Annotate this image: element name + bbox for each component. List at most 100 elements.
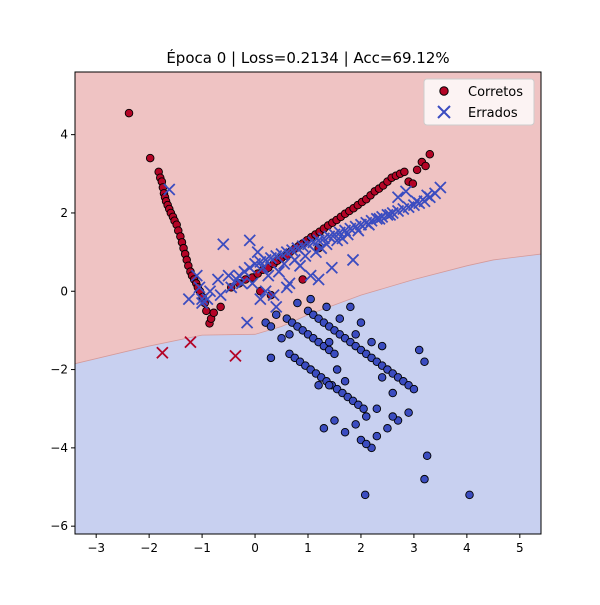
y-tick-label: 0 [60,284,68,298]
correct-point-class1 [420,474,429,484]
wrong-point-class1 [346,253,360,267]
wrong-point-class1 [341,228,354,241]
decision-boundary [75,72,541,365]
correct-point-class1 [346,302,355,312]
wrong-point-class1 [325,261,338,274]
correct-point-class1 [372,404,382,413]
wrong-point-class1 [211,273,225,286]
correct-point-class1 [414,345,424,355]
region-class-0 [75,72,541,364]
correct-point-class1 [388,412,397,421]
correct-point-class1 [271,310,281,319]
correct-point-class1 [362,439,371,449]
wrong-point-class0 [156,346,169,359]
x-tick-label: 0 [251,541,259,555]
wrong-point-class1 [362,218,376,231]
y-tick-label: −2 [50,363,68,377]
correct-point-class1 [266,353,276,363]
wrong-point-class1 [336,232,349,245]
x-tick-label: 3 [410,541,418,555]
correct-point-class1 [377,373,387,382]
wrong-point-class1 [254,292,267,306]
legend-marker-errados [437,105,451,119]
wrong-point-class1 [251,245,264,259]
wrong-point-class1 [201,292,214,306]
legend-label-errados: Errados [468,106,518,121]
x-axis: −3 −2 −1 0 1 2 3 4 5 [87,534,524,555]
legend: Corretos Errados [423,78,535,126]
wrong-point-class1 [293,259,307,272]
wrong-point-class1 [235,277,248,290]
y-tick-label: 4 [60,128,68,142]
wrong-point-class1 [240,316,254,329]
wrong-point-class1 [280,281,293,294]
y-tick-label: −4 [50,441,68,455]
wrong-point-class0 [184,336,197,349]
correct-point-class1 [319,424,329,433]
chart-title: Época 0 | Loss=0.2134 | Acc=69.12% [166,48,449,67]
wrong-point-class1 [163,183,176,196]
correct-point-class1 [351,420,360,429]
correct-point-class1 [362,412,371,421]
correct-point-class1 [351,330,360,339]
correct-point-class1 [383,424,392,433]
wrong-point-class1 [203,285,217,298]
correct-point-class1 [330,416,339,425]
wrong-points [156,181,447,362]
wrong-point-class1 [421,189,434,202]
correct-point-class1 [277,333,286,343]
wrong-point-class1 [391,191,405,204]
wrong-point-class1 [434,181,447,194]
correct-point-class1 [356,318,366,327]
x-tick-label: −1 [193,541,211,555]
wrong-point-class1 [217,238,230,251]
correct-point-class0 [216,302,225,312]
wrong-point-class1 [193,281,206,294]
wrong-point-class1 [267,289,280,302]
correct-point-class1 [372,431,382,441]
correct-point-class1 [340,377,350,386]
correct-point-class1 [306,294,315,304]
correct-point-class1 [293,298,302,308]
wrong-point-class1 [246,277,259,290]
correct-point-class1 [359,404,368,413]
wrong-point-class1 [315,242,328,255]
wrong-point-class1 [304,269,317,282]
correct-point-class1 [314,380,323,390]
correct-point-class1 [404,408,413,417]
correct-point-class0 [256,287,265,296]
wrong-point-class1 [214,289,227,302]
correct-point-class1 [340,427,350,437]
correct-point-class1 [335,314,345,323]
wrong-point-class1 [272,265,286,278]
wrong-point-class1 [230,273,243,286]
wrong-point-class1 [225,281,238,294]
wrong-point-class0 [229,349,242,362]
wrong-point-class1 [243,261,256,274]
wrong-point-class1 [243,234,256,247]
wrong-point-class1 [190,269,203,282]
correct-point-class1 [285,330,294,339]
y-axis: −6 −4 −2 0 2 4 [50,128,75,533]
wrong-point-class1 [195,296,209,310]
correct-point-class0 [421,161,430,171]
correct-point-class0 [145,153,155,163]
correct-point-class1 [409,384,419,394]
wrong-point-class1 [182,292,195,306]
correct-point-class1 [420,357,429,366]
correct-point-class1 [465,490,474,500]
correct-point-class1 [330,349,339,359]
correct-point-class1 [324,337,334,347]
y-tick-label: 2 [60,206,68,220]
wrong-point-class1 [270,300,283,314]
correct-points [124,108,474,500]
wrong-point-class1 [383,208,397,222]
correct-point-class1 [266,322,276,331]
wrong-point-class1 [373,212,386,225]
correct-point-class0 [412,165,422,175]
legend-marker-corretos [439,86,449,96]
wrong-point-class1 [320,238,333,251]
x-tick-label: 2 [357,541,365,555]
